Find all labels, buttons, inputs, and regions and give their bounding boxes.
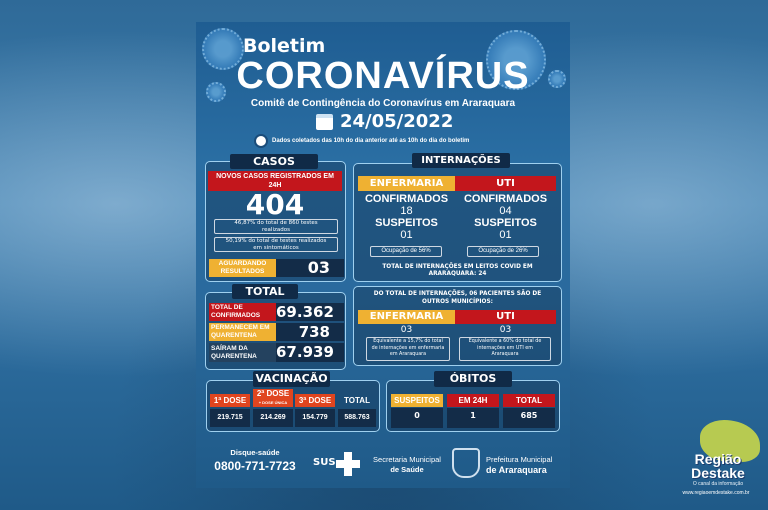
secretaria-line1: Secretaria Municipal: [373, 455, 441, 464]
dose1-label: 1ª DOSE: [210, 394, 250, 407]
virus-icon: [486, 30, 546, 90]
icu-occupancy: Ocupação de 26%: [467, 246, 539, 257]
internacoes-title: INTERNAÇÕES: [412, 153, 510, 168]
dose2-sub: + DOSE ÚNICA: [258, 400, 288, 405]
casos-title: CASOS: [230, 154, 318, 169]
obitos-title: ÓBITOS: [434, 371, 512, 387]
collection-note: Dados coletados das 10h do dia anterior …: [272, 138, 470, 144]
symptomatic-note: 50,19% do total de testes realizados em …: [214, 237, 338, 252]
dose2-title: 2ª DOSE: [256, 389, 290, 398]
dose3-value: 154.779: [295, 409, 335, 427]
deaths-suspect-label: SUSPEITOS: [391, 394, 443, 407]
phone-number: 0800-771-7723: [214, 459, 296, 473]
other-ward-note: Equivalente a 15,7% do total de internaç…: [366, 337, 450, 361]
other-icu-note: Equivalente a 60% do total de internaçõe…: [459, 337, 551, 361]
virus-icon: [206, 82, 226, 102]
total-hospitalizations-note: TOTAL DE INTERNAÇÕES EM LEITOS COVID EM …: [382, 264, 533, 277]
vacinacao-title: VACINAÇÃO: [253, 371, 330, 387]
quarantine-value: 738: [276, 323, 344, 341]
dose3-label: 3ª DOSE: [295, 394, 335, 407]
left-quarantine-label: SAÍRAM DA QUARENTENA: [209, 343, 276, 362]
city-crest-icon: [452, 448, 480, 478]
sus-logo-text: SUS: [313, 457, 336, 468]
page-title: CORONAVÍRUS: [236, 55, 530, 97]
total-title: TOTAL: [232, 284, 298, 299]
deaths-24h-label: EM 24H: [447, 394, 499, 407]
bulletin-date: 24/05/2022: [340, 111, 454, 132]
dose2-label: 2ª DOSE + DOSE ÚNICA: [253, 389, 293, 407]
virus-icon: [548, 70, 566, 88]
icu-confirmed-value: 04: [499, 205, 512, 217]
dose2-value: 214.269: [253, 409, 293, 427]
vaccine-total-label: TOTAL: [344, 396, 370, 405]
map-logo-icon: [700, 420, 760, 462]
other-icu-label: UTI: [455, 310, 556, 324]
ward-label: ENFERMARIA: [358, 176, 455, 191]
pre-title: Boletim: [243, 35, 326, 57]
other-cities-note: DO TOTAL DE INTERNAÇÕES, 06 PACIENTES SÃ…: [373, 291, 542, 305]
watermark-line2: Destake: [691, 465, 745, 481]
ward-stats: CONFIRMADOS 18 SUSPEITOS 01: [358, 193, 455, 241]
ward-suspect-value: 01: [400, 229, 413, 241]
secretaria-line2: de Saúde: [390, 465, 424, 474]
icu-label: UTI: [455, 176, 556, 191]
new-cases-value: 404: [245, 188, 305, 221]
new-cases-label: NOVOS CASOS REGISTRADOS EM 24H: [208, 171, 342, 191]
sus-cross-icon: [336, 452, 360, 476]
ward-occupancy: Ocupação de 56%: [370, 246, 442, 257]
deaths-24h-value: 1: [447, 408, 499, 428]
ward-confirmed-value: 18: [400, 205, 413, 217]
icu-suspect-value: 01: [499, 229, 512, 241]
deaths-total-value: 685: [503, 408, 555, 428]
prefeitura-line2: de Araraquara: [486, 465, 547, 475]
icu-confirmed-label: CONFIRMADOS: [463, 193, 548, 205]
deaths-total-label: TOTAL: [503, 394, 555, 407]
phone-label: Disque-saúde: [230, 448, 280, 457]
clock-icon: [254, 134, 268, 148]
other-ward-label: ENFERMARIA: [358, 310, 455, 324]
awaiting-label: AGUARDANDO RESULTADOS: [209, 259, 276, 277]
watermark-tagline: O canal da informação: [692, 481, 744, 487]
prefeitura-logo: Prefeitura Municipal de Araraquara: [486, 455, 566, 475]
tests-note: 46,87% do total de 860 testes realizados: [214, 219, 338, 234]
confirmed-label: TOTAL DE CONFIRMADOS: [209, 303, 276, 321]
other-icu-value: 03: [499, 325, 512, 335]
awaiting-value: 03: [276, 259, 344, 277]
deaths-suspect-value: 0: [391, 408, 443, 428]
subtitle: Comitê de Contingência do Coronavírus em…: [250, 98, 516, 109]
watermark-logo: Região Destake: [668, 452, 768, 480]
confirmed-value: 69.362: [276, 303, 344, 321]
vaccine-total-value: 588.763: [338, 409, 376, 427]
icu-suspect-label: SUSPEITOS: [474, 217, 537, 229]
left-quarantine-value: 67.939: [276, 343, 344, 362]
prefeitura-line1: Prefeitura Municipal: [486, 455, 553, 464]
virus-icon: [202, 28, 244, 70]
watermark-line1: Região: [694, 451, 742, 467]
other-ward-value: 03: [400, 325, 413, 335]
ward-confirmed-label: CONFIRMADOS: [364, 193, 449, 205]
other-cities-section: [353, 286, 562, 366]
secretaria-logo: Secretaria Municipal de Saúde: [365, 455, 449, 475]
dose1-value: 219.715: [210, 409, 250, 427]
icu-stats: CONFIRMADOS 04 SUSPEITOS 01: [455, 193, 556, 241]
watermark-url: www.regiaoemdestake.com.br: [682, 490, 750, 496]
quarantine-label: PERMANECEM EM QUARENTENA: [209, 323, 276, 341]
ward-suspect-label: SUSPEITOS: [375, 217, 438, 229]
calendar-icon: [316, 114, 333, 130]
